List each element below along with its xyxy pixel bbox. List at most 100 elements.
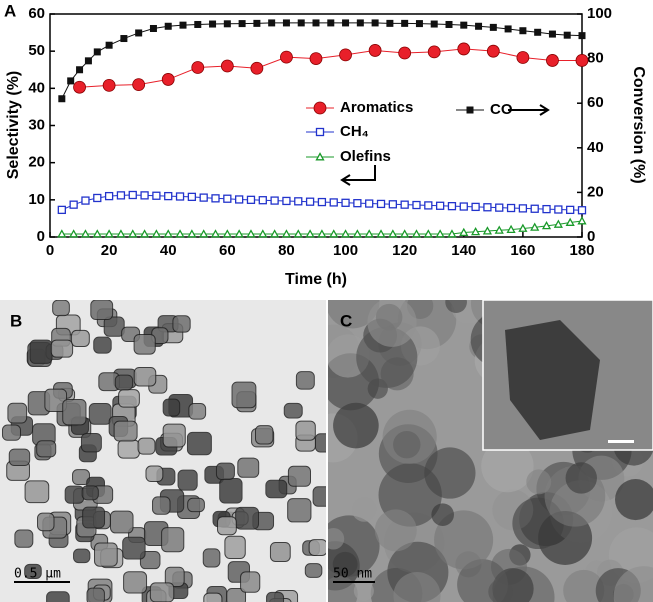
nanoparticle (73, 548, 91, 564)
nanoparticle (133, 333, 156, 355)
legend-label: CH₄ (340, 123, 369, 140)
nanoparticle (615, 479, 653, 521)
marker (93, 193, 102, 203)
nanoparticle (457, 559, 508, 602)
x-tick-label: 160 (510, 242, 535, 259)
y-tick-label: 10 (28, 191, 45, 208)
marker (575, 54, 589, 67)
marker (342, 19, 350, 27)
marker (294, 197, 303, 206)
y-tick-label: 30 (28, 116, 45, 133)
y2-tick-label: 20 (587, 183, 604, 200)
y-tick-label: 40 (28, 79, 45, 96)
marker (371, 19, 379, 27)
nanoparticle (123, 571, 148, 594)
nanoparticle (265, 479, 288, 499)
marker (57, 205, 66, 215)
nanoparticle (109, 510, 134, 534)
marker (199, 229, 209, 238)
marker (341, 198, 350, 207)
marker (329, 229, 339, 238)
marker (140, 191, 149, 200)
marker (542, 204, 551, 214)
nanoparticle (332, 551, 358, 577)
marker (69, 200, 78, 209)
marker (519, 27, 527, 35)
marker (489, 23, 497, 31)
marker (398, 46, 412, 60)
marker (223, 194, 232, 203)
y-tick-label: 50 (28, 42, 45, 59)
y2-tick-label: 40 (587, 139, 604, 156)
marker (411, 229, 422, 238)
marker (534, 28, 542, 36)
nanoparticle (80, 433, 102, 453)
marker (486, 44, 500, 58)
marker (104, 191, 114, 201)
nanoparticle (177, 469, 198, 491)
marker (164, 191, 173, 201)
nanoparticle (86, 587, 105, 602)
marker (209, 20, 217, 28)
marker (353, 199, 362, 208)
marker (235, 195, 244, 204)
nanoparticle (114, 374, 134, 391)
inset-particle (505, 320, 600, 440)
x-tick-label: 40 (160, 242, 177, 259)
scale-bar-label: 50 nm (333, 567, 372, 582)
marker (475, 22, 483, 30)
nanoparticle (374, 509, 417, 552)
marker (504, 25, 512, 33)
marker (356, 19, 364, 27)
nanoparticle (254, 425, 274, 445)
nanoparticle (283, 402, 303, 419)
nanoparticle (117, 439, 140, 459)
x-axis-label: Time (h) (285, 271, 347, 288)
marker (315, 152, 325, 161)
y2-axis-label: Conversion (%) (630, 66, 647, 183)
marker (152, 191, 161, 200)
marker (81, 196, 90, 205)
y2-tick-label: 80 (587, 50, 604, 67)
nanoparticle (287, 498, 312, 523)
marker (164, 22, 172, 30)
nanoparticle (36, 440, 57, 458)
nanoparticle (152, 496, 171, 515)
nanoparticle (266, 591, 285, 602)
nanoparticle (565, 462, 597, 494)
nanoparticle (64, 485, 85, 504)
x-tick-label: 20 (101, 242, 118, 259)
marker (253, 19, 261, 27)
marker (339, 48, 352, 62)
marker (281, 229, 292, 238)
marker (139, 229, 150, 238)
nanoparticle (52, 300, 70, 317)
marker (92, 229, 102, 238)
nanoparticle (94, 542, 118, 567)
panel-label: B (10, 311, 22, 330)
marker (309, 52, 323, 65)
marker (563, 31, 571, 39)
marker (297, 19, 305, 27)
marker (566, 205, 575, 215)
marker (457, 42, 471, 56)
y2-tick-label: 60 (587, 94, 604, 111)
marker (234, 229, 244, 238)
x-tick-label: 100 (333, 242, 358, 259)
marker (163, 229, 173, 238)
marker (93, 48, 101, 56)
nanoparticle (164, 566, 185, 587)
nanoparticle (328, 300, 380, 329)
nanoparticle (481, 439, 534, 493)
nanoparticle (14, 529, 34, 548)
nanoparticle (133, 366, 157, 387)
marker (199, 193, 208, 202)
x-tick-label: 0 (46, 242, 54, 259)
nanoparticle (431, 503, 454, 526)
x-tick-label: 80 (278, 242, 295, 259)
nanoparticle (90, 300, 114, 321)
nanoparticle (312, 486, 326, 507)
scale-bar-label: 0.5 μm (14, 567, 61, 582)
x-tick-label: 60 (219, 242, 236, 259)
nanoparticle (172, 315, 191, 333)
